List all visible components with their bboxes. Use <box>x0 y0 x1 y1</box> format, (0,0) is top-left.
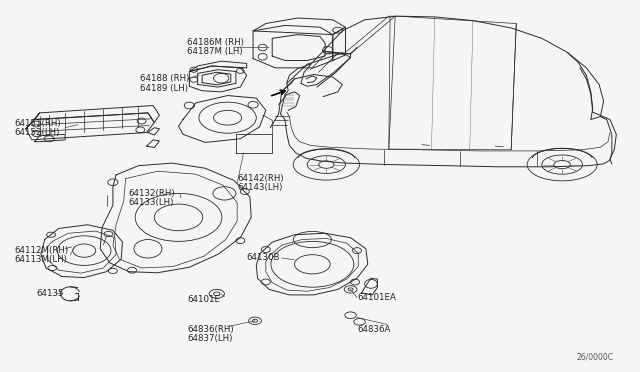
Text: 64189 (LH): 64189 (LH) <box>140 84 188 93</box>
Text: 64186M (RH): 64186M (RH) <box>188 38 244 47</box>
Text: 64143(LH): 64143(LH) <box>237 183 282 192</box>
Text: 26/0000C: 26/0000C <box>576 352 613 361</box>
Text: 64133(LH): 64133(LH) <box>129 198 174 207</box>
Text: 64142(RH): 64142(RH) <box>237 174 284 183</box>
Text: 64112M(RH): 64112M(RH) <box>14 246 68 255</box>
Text: 64837(LH): 64837(LH) <box>188 334 233 343</box>
Text: 64188 (RH): 64188 (RH) <box>140 74 189 83</box>
Text: 64135: 64135 <box>36 289 64 298</box>
Text: 64132(RH): 64132(RH) <box>129 189 175 198</box>
Text: 64836(RH): 64836(RH) <box>188 325 234 334</box>
Text: 64151(RH): 64151(RH) <box>14 119 61 128</box>
Text: 64152(LH): 64152(LH) <box>14 128 60 137</box>
Text: 64101EA: 64101EA <box>357 293 396 302</box>
Text: 64187M (LH): 64187M (LH) <box>188 48 243 57</box>
Text: 64836A: 64836A <box>357 325 390 334</box>
Text: 64101E: 64101E <box>188 295 220 304</box>
Text: 64130B: 64130B <box>246 253 280 263</box>
Text: 64113M(LH): 64113M(LH) <box>14 255 67 264</box>
